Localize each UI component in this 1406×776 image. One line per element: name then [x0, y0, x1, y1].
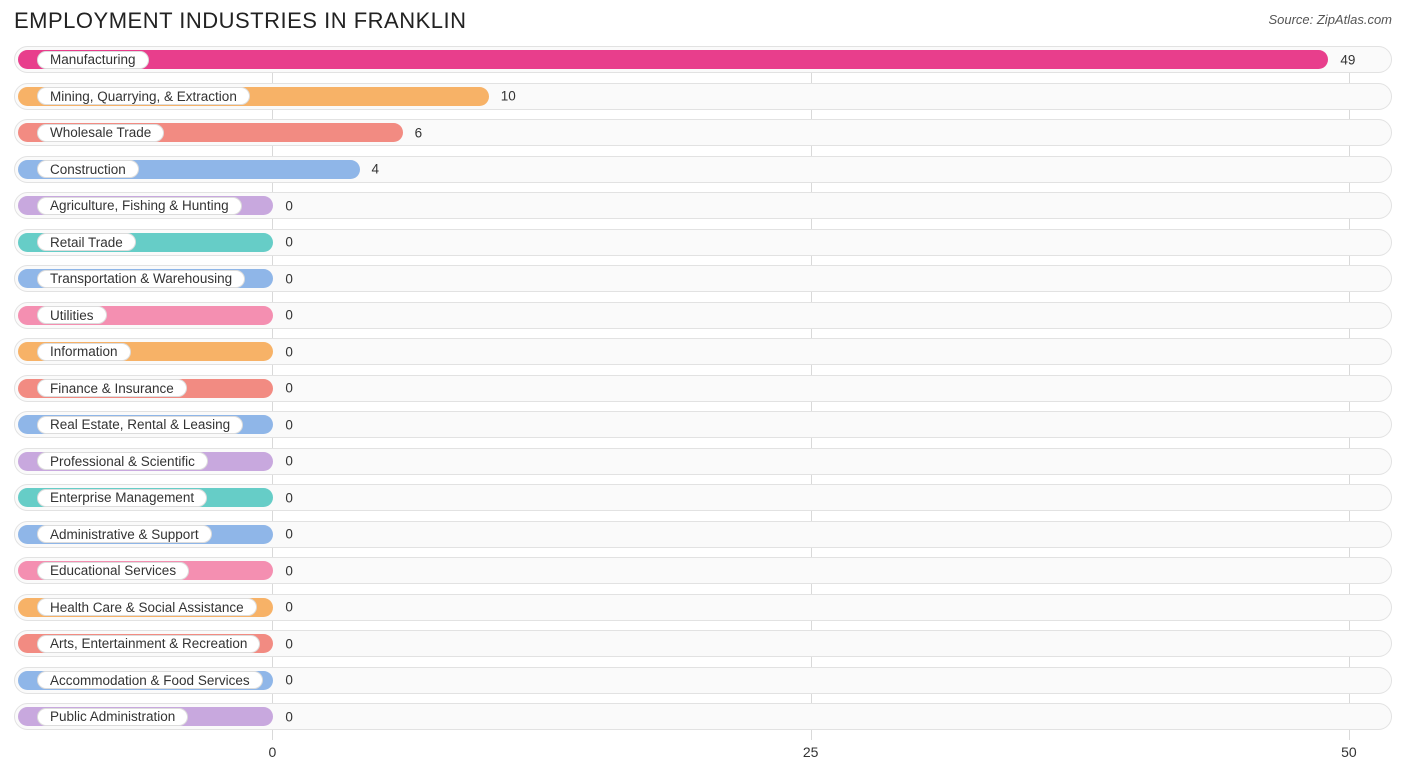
value-label: 0: [285, 308, 293, 323]
value-label: 0: [285, 198, 293, 213]
category-label: Arts, Entertainment & Recreation: [37, 635, 260, 653]
category-label: Public Administration: [37, 708, 188, 726]
bar-track: Health Care & Social Assistance 0: [14, 594, 1392, 621]
bar-track: Enterprise Management 0: [14, 484, 1392, 511]
x-tick-label: 0: [268, 744, 276, 760]
chart-plot: Manufacturing 49 Mining, Quarrying, & Extr…: [14, 46, 1392, 740]
chart-source: Source: ZipAtlas.com: [1268, 8, 1392, 27]
category-label: Educational Services: [37, 562, 189, 580]
bar-track: Administrative & Support 0: [14, 521, 1392, 548]
bar-track: Real Estate, Rental & Leasing 0: [14, 411, 1392, 438]
value-label: 0: [285, 271, 293, 286]
bar-track: Public Administration 0: [14, 703, 1392, 730]
bar-track: Finance & Insurance 0: [14, 375, 1392, 402]
category-label: Utilities: [37, 306, 107, 324]
bar-track: Information 0: [14, 338, 1392, 365]
bar-track: Educational Services 0: [14, 557, 1392, 584]
x-tick-label: 50: [1341, 744, 1357, 760]
value-label: 0: [285, 636, 293, 651]
category-label: Mining, Quarrying, & Extraction: [37, 87, 250, 105]
value-label: 49: [1340, 52, 1355, 67]
x-tick-label: 25: [803, 744, 819, 760]
bar-track: Construction 4: [14, 156, 1392, 183]
value-label: 6: [415, 125, 423, 140]
bar-track: Arts, Entertainment & Recreation 0: [14, 630, 1392, 657]
category-label: Agriculture, Fishing & Hunting: [37, 197, 242, 215]
bar-track: Professional & Scientific 0: [14, 448, 1392, 475]
value-label: 0: [285, 527, 293, 542]
category-label: Transportation & Warehousing: [37, 270, 245, 288]
bar-track: Accommodation & Food Services 0: [14, 667, 1392, 694]
bar-track: Manufacturing 49: [14, 46, 1392, 73]
category-label: Health Care & Social Assistance: [37, 598, 257, 616]
bar-track: Retail Trade 0: [14, 229, 1392, 256]
value-label: 0: [285, 454, 293, 469]
category-label: Enterprise Management: [37, 489, 207, 507]
bar: [18, 50, 1328, 69]
value-label: 0: [285, 417, 293, 432]
category-label: Manufacturing: [37, 51, 149, 69]
value-label: 0: [285, 490, 293, 505]
category-label: Retail Trade: [37, 233, 136, 251]
chart-header: EMPLOYMENT INDUSTRIES IN FRANKLIN Source…: [0, 0, 1406, 38]
value-label: 0: [285, 235, 293, 250]
category-label: Finance & Insurance: [37, 379, 187, 397]
value-label: 0: [285, 563, 293, 578]
bar-track: Mining, Quarrying, & Extraction 10: [14, 83, 1392, 110]
category-label: Construction: [37, 160, 139, 178]
category-label: Real Estate, Rental & Leasing: [37, 416, 243, 434]
value-label: 0: [285, 673, 293, 688]
value-label: 0: [285, 709, 293, 724]
value-label: 0: [285, 381, 293, 396]
value-label: 0: [285, 600, 293, 615]
bar-track: Agriculture, Fishing & Hunting 0: [14, 192, 1392, 219]
value-label: 0: [285, 344, 293, 359]
bar-track: Wholesale Trade 6: [14, 119, 1392, 146]
bar-track: Transportation & Warehousing 0: [14, 265, 1392, 292]
category-label: Information: [37, 343, 131, 361]
category-label: Administrative & Support: [37, 525, 212, 543]
value-label: 10: [501, 89, 516, 104]
x-axis: 0 25 50: [14, 744, 1392, 764]
chart-plot-area: Manufacturing 49 Mining, Quarrying, & Extr…: [14, 46, 1392, 740]
category-label: Accommodation & Food Services: [37, 671, 263, 689]
category-label: Professional & Scientific: [37, 452, 208, 470]
value-label: 4: [372, 162, 380, 177]
bar-track: Utilities 0: [14, 302, 1392, 329]
category-label: Wholesale Trade: [37, 124, 164, 142]
chart-title: EMPLOYMENT INDUSTRIES IN FRANKLIN: [14, 8, 467, 34]
